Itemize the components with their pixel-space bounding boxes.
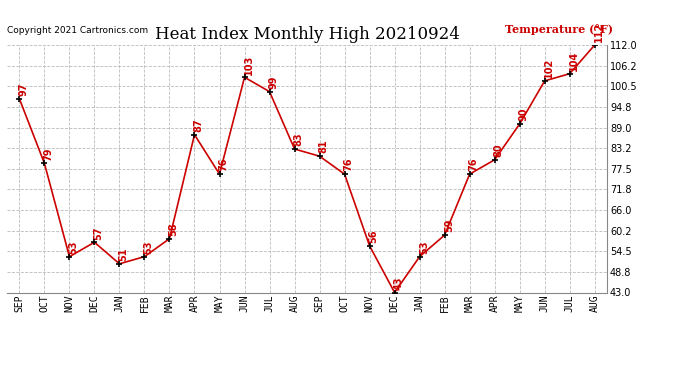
Text: 43: 43 — [394, 276, 404, 290]
Text: 102: 102 — [544, 58, 554, 78]
Text: 58: 58 — [168, 222, 179, 236]
Text: 79: 79 — [43, 147, 54, 160]
Text: 80: 80 — [494, 143, 504, 157]
Text: 57: 57 — [94, 226, 104, 240]
Text: 90: 90 — [519, 108, 529, 121]
Text: 112: 112 — [594, 22, 604, 42]
Text: Temperature (°F): Temperature (°F) — [505, 24, 613, 35]
Text: 76: 76 — [469, 158, 479, 171]
Text: 87: 87 — [194, 118, 204, 132]
Text: 53: 53 — [144, 240, 154, 254]
Text: 76: 76 — [219, 158, 228, 171]
Text: 104: 104 — [569, 51, 579, 71]
Text: 51: 51 — [119, 248, 128, 261]
Text: 56: 56 — [368, 230, 379, 243]
Title: Heat Index Monthly High 20210924: Heat Index Monthly High 20210924 — [155, 27, 460, 44]
Text: Copyright 2021 Cartronics.com: Copyright 2021 Cartronics.com — [7, 26, 148, 35]
Text: 59: 59 — [444, 219, 454, 232]
Text: 53: 53 — [419, 240, 428, 254]
Text: 53: 53 — [68, 240, 79, 254]
Text: 81: 81 — [319, 140, 328, 153]
Text: 97: 97 — [19, 82, 28, 96]
Text: 99: 99 — [268, 75, 279, 89]
Text: 76: 76 — [344, 158, 354, 171]
Text: 83: 83 — [294, 133, 304, 146]
Text: 103: 103 — [244, 54, 254, 75]
